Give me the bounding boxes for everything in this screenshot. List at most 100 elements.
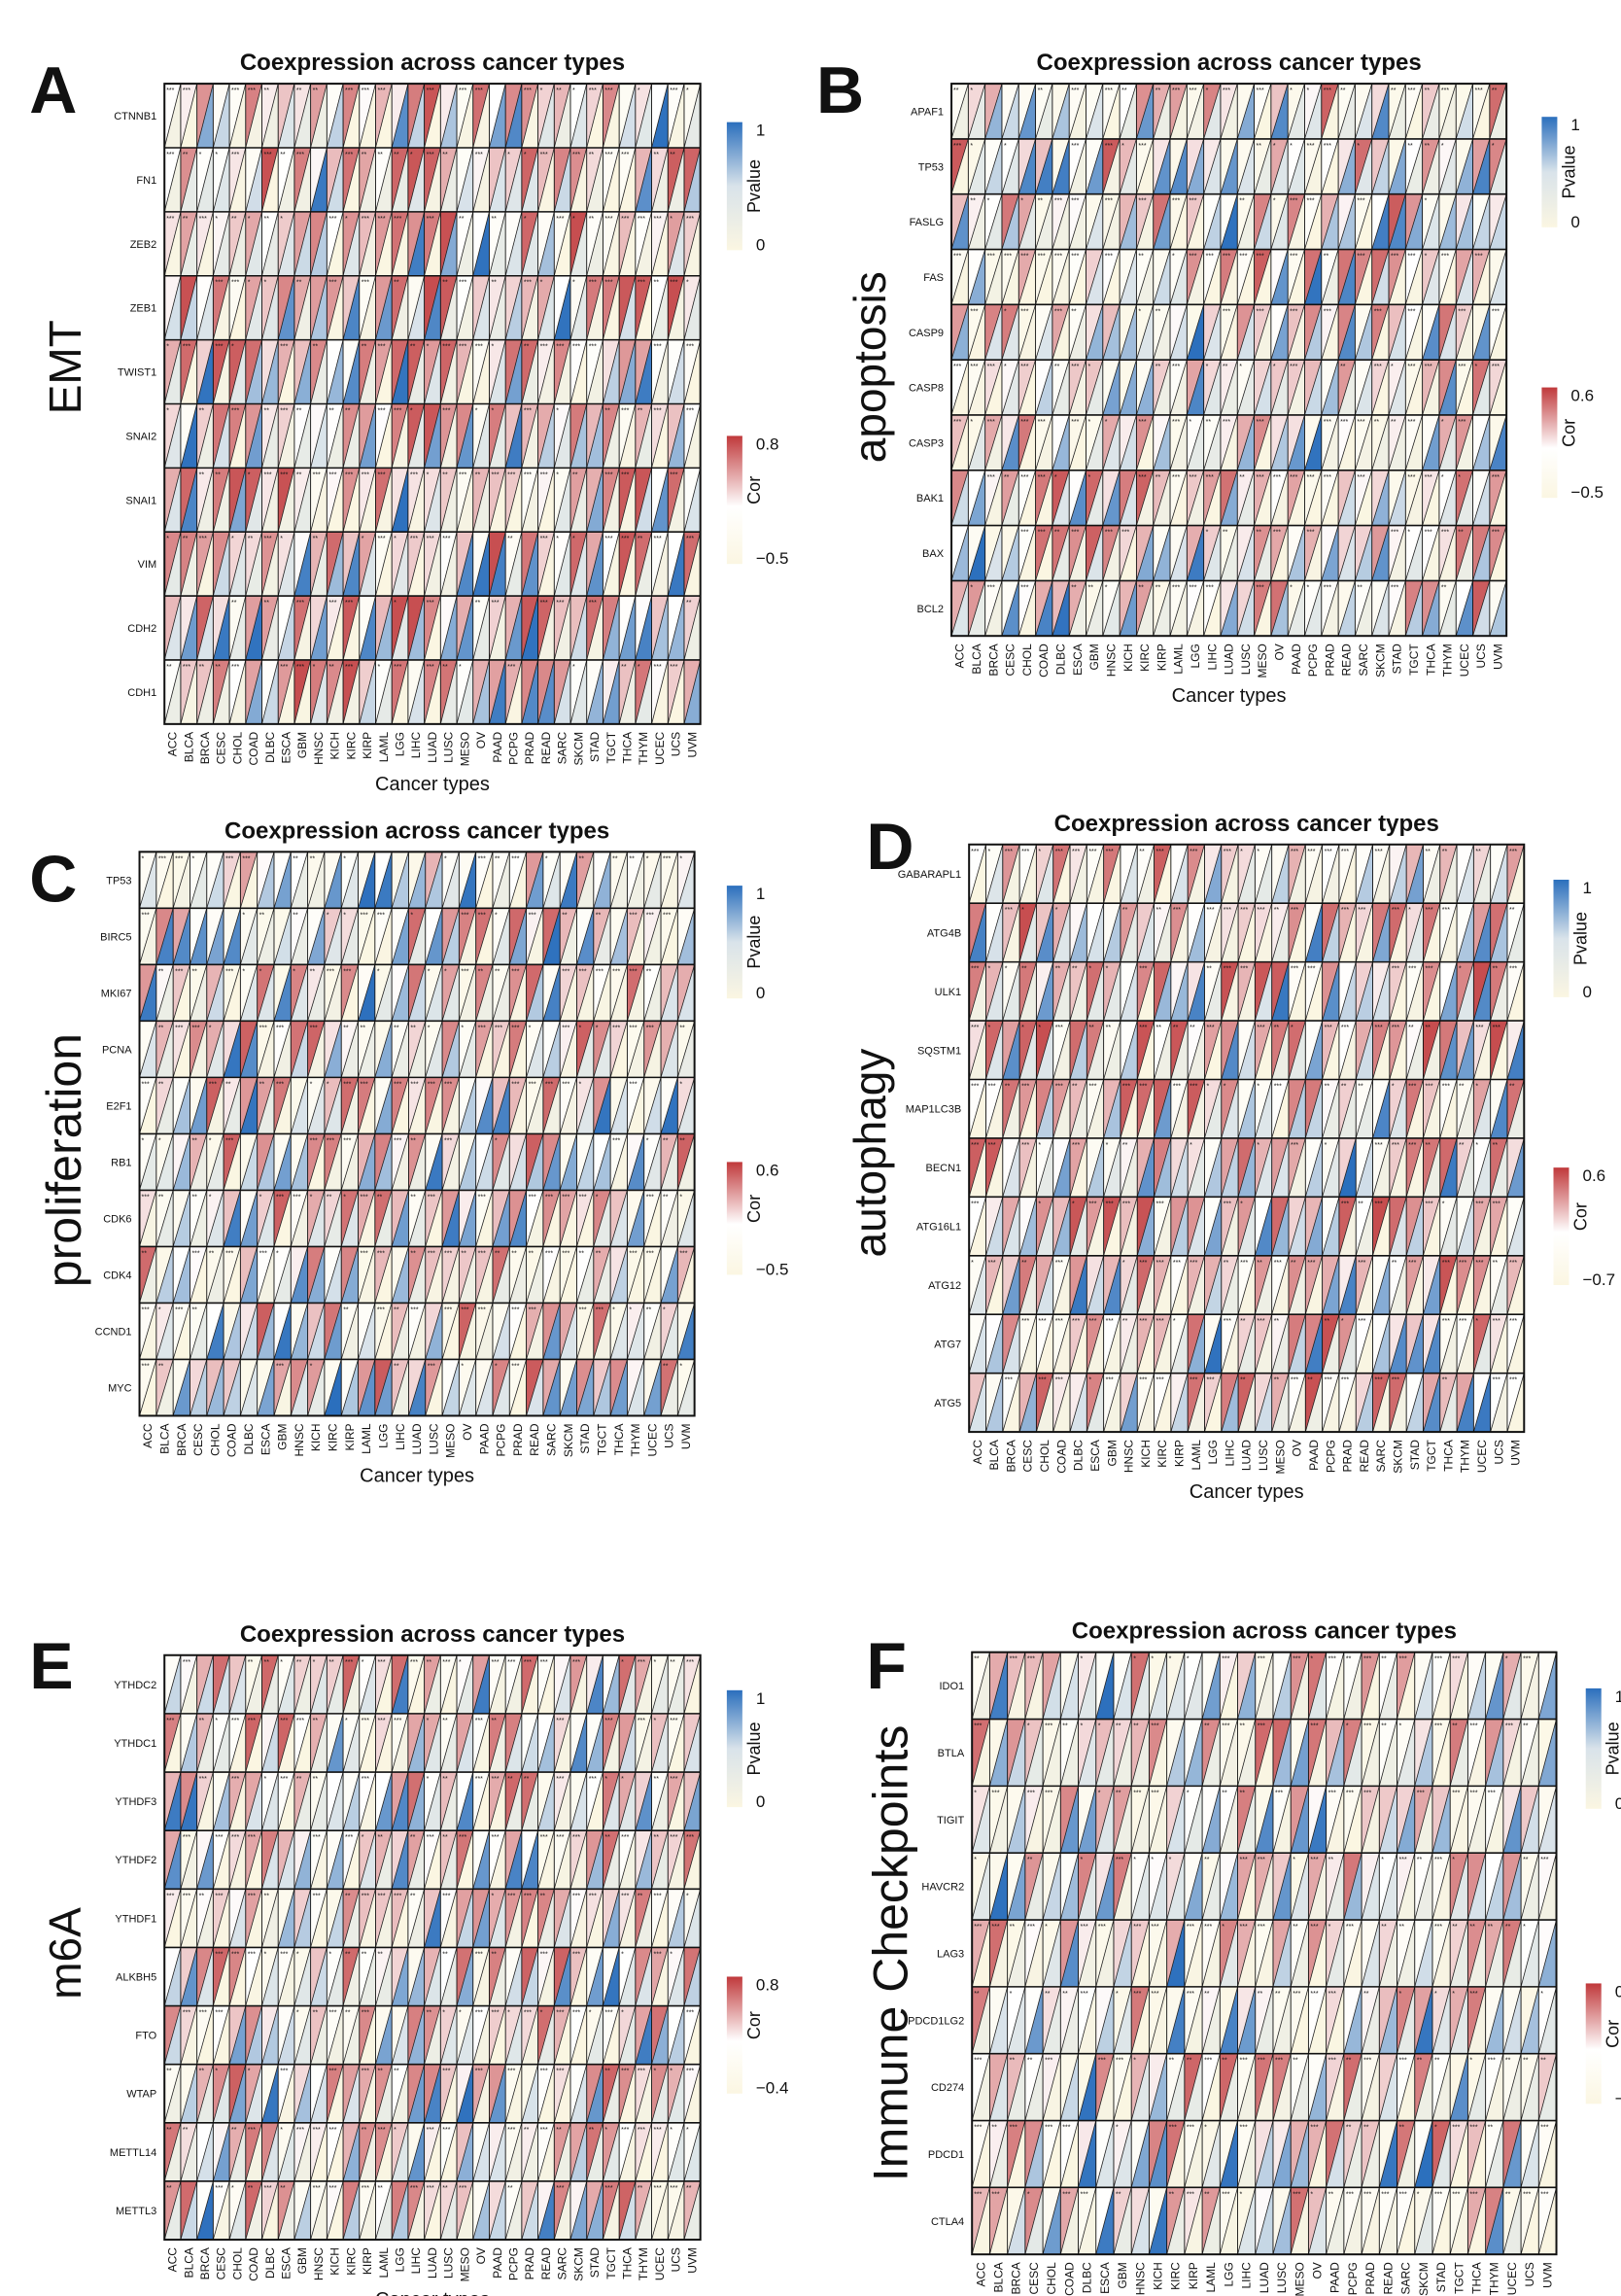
significance-stars: ***: [428, 1250, 435, 1257]
significance-stars: ***: [362, 280, 369, 287]
significance-stars: *: [596, 1025, 599, 1031]
cell-diagonal: [1422, 360, 1440, 416]
significance-stars: ***: [953, 143, 961, 150]
cell-diagonal: [489, 147, 506, 212]
cancer-type-label: STAD: [588, 732, 602, 762]
cell-diagonal: [683, 339, 702, 404]
panel-d: D Coexpression across cancer typesautopha…: [845, 810, 1615, 1503]
significance-stars: ***: [524, 471, 532, 478]
significance-stars: ***: [1374, 364, 1382, 370]
cell-diagonal: [196, 147, 214, 212]
significance-stars: **: [166, 664, 172, 671]
significance-stars: **: [646, 968, 652, 975]
significance-stars: ***: [953, 254, 961, 261]
cell-diagonal: [1086, 138, 1104, 194]
cell-diagonal: [407, 468, 425, 533]
significance-stars: ***: [328, 600, 336, 607]
cell-diagonal: [1220, 304, 1238, 361]
significance-stars: **: [259, 912, 265, 919]
significance-stars: *: [215, 152, 218, 158]
cell-diagonal: [1404, 360, 1424, 416]
cor-max-label: 0.6: [756, 1161, 779, 1179]
cell-diagonal: [472, 275, 490, 340]
cell-diagonal: [1388, 193, 1406, 250]
significance-stars: **: [612, 855, 618, 862]
significance-stars: ***: [276, 1025, 284, 1031]
significance-stars: *: [679, 1363, 682, 1370]
significance-stars: **: [1121, 87, 1127, 94]
gene-label: CTNNB1: [114, 111, 156, 122]
significance-stars: ***: [646, 912, 654, 919]
gene-label: CASP3: [909, 437, 944, 449]
significance-stars: **: [475, 600, 481, 607]
cell-diagonal: [1203, 138, 1222, 194]
gene-label: CDH2: [127, 623, 156, 635]
significance-stars: ***: [686, 536, 694, 542]
cell-diagonal: [180, 596, 198, 661]
cell-diagonal: [1119, 193, 1137, 250]
panel-label: C: [29, 842, 77, 916]
cell-diagonal: [424, 468, 441, 533]
cell-diagonal: [293, 596, 312, 661]
cell-diagonal: [950, 580, 969, 637]
cell-diagonal: [1355, 249, 1373, 305]
significance-stars: ***: [444, 1306, 452, 1313]
cell-diagonal: [1287, 138, 1305, 194]
significance-stars: *: [1442, 1200, 1445, 1207]
cell-diagonal: [950, 249, 969, 305]
significance-stars: **: [1240, 1318, 1246, 1325]
cell-diagonal: [1489, 84, 1507, 140]
cell-diagonal: [537, 403, 555, 469]
significance-stars: **: [1122, 1318, 1128, 1325]
cell-diagonal: [1472, 138, 1491, 194]
cell-diagonal: [196, 211, 214, 276]
cell-diagonal: [1169, 580, 1188, 637]
cancer-type-label: LUAD: [410, 1423, 424, 1454]
cell-diagonal: [1371, 84, 1390, 140]
significance-stars: **: [394, 152, 399, 158]
significance-stars: **: [1239, 474, 1245, 481]
cell-diagonal: [521, 596, 538, 661]
significance-stars: ***: [1224, 1200, 1231, 1207]
cell-diagonal: [1472, 580, 1491, 637]
cell-diagonal: [293, 468, 312, 533]
significance-stars: **: [410, 1194, 416, 1200]
cell-diagonal: [618, 84, 637, 149]
cell-diagonal: [1001, 249, 1019, 305]
cell-diagonal: [683, 84, 702, 149]
significance-stars: **: [1072, 966, 1078, 973]
cor-min-label: −0.5: [1570, 483, 1604, 502]
significance-stars: **: [663, 1194, 669, 1200]
significance-stars: *: [394, 536, 397, 542]
cell-diagonal: [1270, 249, 1289, 305]
pvalue-max-label: 1: [756, 885, 765, 903]
cell-diagonal: [163, 403, 182, 469]
cell-diagonal: [1371, 414, 1390, 470]
cell-diagonal: [683, 532, 702, 597]
significance-stars: ***: [442, 344, 450, 351]
cell-diagonal: [1001, 304, 1019, 361]
significance-stars: **: [589, 152, 595, 158]
significance-stars: ***: [1020, 530, 1028, 537]
cell-diagonal: [391, 84, 409, 149]
significance-stars: ***: [427, 600, 434, 607]
cell-diagonal: [489, 659, 506, 724]
significance-stars: **: [1155, 584, 1161, 591]
cancer-type-label: ACC: [953, 644, 967, 669]
significance-stars: *: [1021, 907, 1024, 914]
significance-stars: ***: [621, 216, 629, 223]
cell-diagonal: [163, 532, 182, 597]
cell-diagonal: [326, 596, 344, 661]
significance-stars: ***: [1005, 907, 1013, 914]
significance-stars: ***: [1442, 1260, 1450, 1267]
significance-stars: **: [1156, 1025, 1162, 1031]
significance-stars: *: [248, 216, 251, 223]
significance-stars: *: [1492, 143, 1495, 150]
cell-diagonal: [1321, 193, 1339, 250]
significance-stars: **: [158, 1363, 164, 1370]
cell-diagonal: [1404, 138, 1424, 194]
significance-stars: *: [428, 1025, 431, 1031]
cell-diagonal: [456, 532, 474, 597]
cell-diagonal: [537, 659, 555, 724]
significance-stars: *: [444, 855, 447, 862]
